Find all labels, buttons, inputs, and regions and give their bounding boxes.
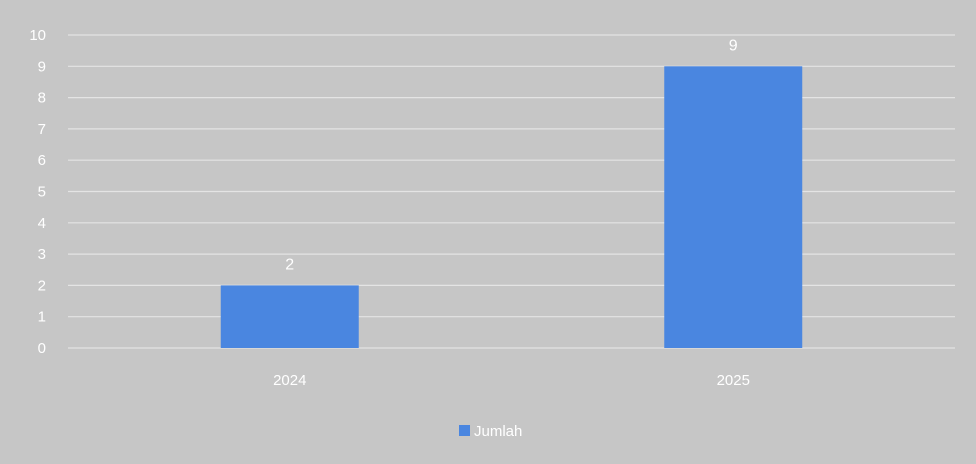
y-tick-label-2: 2 bbox=[38, 277, 46, 294]
data-label-2024: 2 bbox=[285, 256, 294, 273]
y-tick-label-0: 0 bbox=[38, 340, 46, 357]
legend-swatch-jumlah bbox=[459, 425, 470, 436]
y-axis-ticks: 0 1 2 3 4 5 6 7 8 9 10 bbox=[29, 27, 46, 357]
data-labels: 29 bbox=[285, 37, 738, 273]
bar-2024 bbox=[220, 285, 359, 348]
y-tick-label-7: 7 bbox=[38, 121, 46, 138]
y-tick-label-10: 10 bbox=[29, 27, 46, 44]
data-label-2025: 9 bbox=[729, 37, 738, 54]
gridlines bbox=[68, 34, 955, 349]
y-tick-label-9: 9 bbox=[38, 58, 46, 75]
y-tick-label-3: 3 bbox=[38, 246, 46, 263]
y-tick-label-4: 4 bbox=[38, 215, 46, 232]
bar-2025 bbox=[664, 66, 803, 349]
legend-label-jumlah: Jumlah bbox=[474, 423, 522, 440]
y-tick-label-1: 1 bbox=[38, 309, 46, 326]
x-category-label-2024: 2024 bbox=[273, 372, 306, 389]
x-axis-categories: 2024 2025 bbox=[273, 372, 750, 389]
legend: Jumlah bbox=[459, 423, 522, 440]
y-tick-label-6: 6 bbox=[38, 152, 46, 169]
y-tick-label-5: 5 bbox=[38, 184, 46, 201]
bars bbox=[220, 66, 803, 349]
y-tick-label-8: 8 bbox=[38, 90, 46, 107]
x-category-label-2025: 2025 bbox=[717, 372, 750, 389]
